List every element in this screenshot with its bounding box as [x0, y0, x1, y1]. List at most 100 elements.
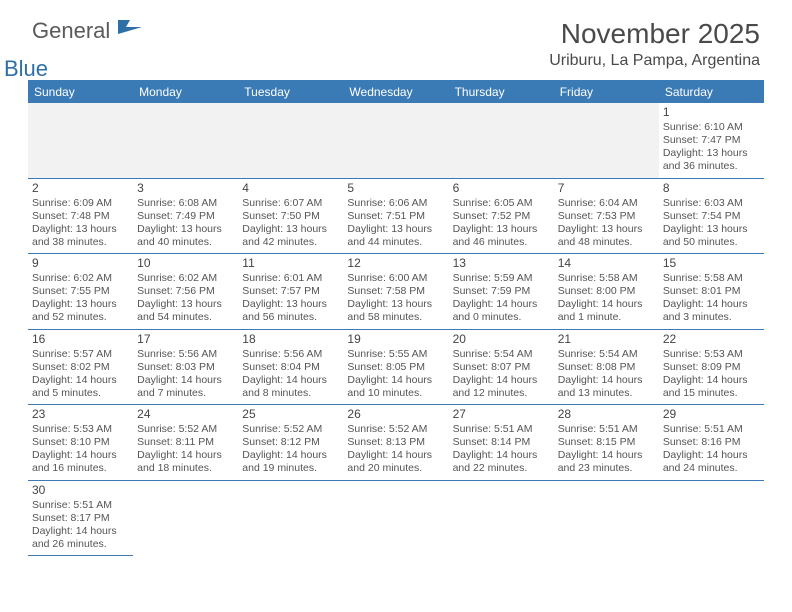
- day-cell: 19Sunrise: 5:55 AMSunset: 8:05 PMDayligh…: [343, 330, 448, 405]
- sunset-text: Sunset: 8:00 PM: [558, 285, 655, 298]
- empty-cell: [28, 103, 133, 178]
- day-cell: 21Sunrise: 5:54 AMSunset: 8:08 PMDayligh…: [554, 330, 659, 405]
- day-header: Thursday: [449, 81, 554, 103]
- daylight-text: Daylight: 14 hours and 12 minutes.: [453, 374, 550, 400]
- empty-cell: [343, 481, 448, 557]
- empty-cell: [659, 481, 764, 557]
- day-number: 29: [663, 407, 760, 422]
- daylight-text: Daylight: 14 hours and 5 minutes.: [32, 374, 129, 400]
- sunrise-text: Sunrise: 5:58 AM: [558, 272, 655, 285]
- sunset-text: Sunset: 8:09 PM: [663, 361, 760, 374]
- empty-cell: [238, 481, 343, 557]
- day-cell: 18Sunrise: 5:56 AMSunset: 8:04 PMDayligh…: [238, 330, 343, 405]
- day-number: 8: [663, 181, 760, 196]
- empty-cell: [343, 103, 448, 178]
- logo-text-general: General: [32, 18, 110, 43]
- daylight-text: Daylight: 14 hours and 23 minutes.: [558, 449, 655, 475]
- sunset-text: Sunset: 7:55 PM: [32, 285, 129, 298]
- sunrise-text: Sunrise: 6:02 AM: [137, 272, 234, 285]
- sunrise-text: Sunrise: 5:55 AM: [347, 348, 444, 361]
- day-header: Sunday: [28, 81, 133, 103]
- empty-cell: [133, 481, 238, 557]
- empty-cell: [449, 481, 554, 557]
- day-number: 7: [558, 181, 655, 196]
- page-header: General Blue November 2025 Uriburu, La P…: [0, 0, 792, 74]
- sunset-text: Sunset: 8:11 PM: [137, 436, 234, 449]
- day-header-row: SundayMondayTuesdayWednesdayThursdayFrid…: [28, 81, 764, 103]
- daylight-text: Daylight: 13 hours and 42 minutes.: [242, 223, 339, 249]
- daylight-text: Daylight: 14 hours and 26 minutes.: [32, 525, 129, 551]
- day-cell: 27Sunrise: 5:51 AMSunset: 8:14 PMDayligh…: [449, 405, 554, 480]
- sunrise-text: Sunrise: 5:59 AM: [453, 272, 550, 285]
- daylight-text: Daylight: 13 hours and 52 minutes.: [32, 298, 129, 324]
- sunrise-text: Sunrise: 5:56 AM: [242, 348, 339, 361]
- day-cell: 10Sunrise: 6:02 AMSunset: 7:56 PMDayligh…: [133, 254, 238, 329]
- day-cell: 2Sunrise: 6:09 AMSunset: 7:48 PMDaylight…: [28, 179, 133, 254]
- day-header: Monday: [133, 81, 238, 103]
- sunrise-text: Sunrise: 6:05 AM: [453, 197, 550, 210]
- day-cell: 28Sunrise: 5:51 AMSunset: 8:15 PMDayligh…: [554, 405, 659, 480]
- sunset-text: Sunset: 7:54 PM: [663, 210, 760, 223]
- sunset-text: Sunset: 7:57 PM: [242, 285, 339, 298]
- daylight-text: Daylight: 14 hours and 10 minutes.: [347, 374, 444, 400]
- month-title: November 2025: [549, 18, 760, 50]
- week-row: 23Sunrise: 5:53 AMSunset: 8:10 PMDayligh…: [28, 405, 764, 481]
- day-cell: 3Sunrise: 6:08 AMSunset: 7:49 PMDaylight…: [133, 179, 238, 254]
- day-number: 16: [32, 332, 129, 347]
- sunset-text: Sunset: 8:05 PM: [347, 361, 444, 374]
- sunrise-text: Sunrise: 5:53 AM: [663, 348, 760, 361]
- day-number: 21: [558, 332, 655, 347]
- day-cell: 13Sunrise: 5:59 AMSunset: 7:59 PMDayligh…: [449, 254, 554, 329]
- sunset-text: Sunset: 8:08 PM: [558, 361, 655, 374]
- sunrise-text: Sunrise: 6:01 AM: [242, 272, 339, 285]
- sunset-text: Sunset: 8:14 PM: [453, 436, 550, 449]
- sunset-text: Sunset: 8:07 PM: [453, 361, 550, 374]
- sunrise-text: Sunrise: 6:10 AM: [663, 121, 760, 134]
- sunrise-text: Sunrise: 5:52 AM: [242, 423, 339, 436]
- day-number: 9: [32, 256, 129, 271]
- sunrise-text: Sunrise: 6:08 AM: [137, 197, 234, 210]
- day-number: 6: [453, 181, 550, 196]
- day-number: 13: [453, 256, 550, 271]
- daylight-text: Daylight: 13 hours and 48 minutes.: [558, 223, 655, 249]
- sunrise-text: Sunrise: 5:51 AM: [453, 423, 550, 436]
- empty-cell: [238, 103, 343, 178]
- day-cell: 24Sunrise: 5:52 AMSunset: 8:11 PMDayligh…: [133, 405, 238, 480]
- daylight-text: Daylight: 13 hours and 58 minutes.: [347, 298, 444, 324]
- calendar: SundayMondayTuesdayWednesdayThursdayFrid…: [28, 80, 764, 556]
- sunrise-text: Sunrise: 6:02 AM: [32, 272, 129, 285]
- sunset-text: Sunset: 8:15 PM: [558, 436, 655, 449]
- day-number: 17: [137, 332, 234, 347]
- logo: General Blue: [32, 18, 144, 70]
- day-number: 14: [558, 256, 655, 271]
- day-cell: 30Sunrise: 5:51 AMSunset: 8:17 PMDayligh…: [28, 481, 133, 557]
- daylight-text: Daylight: 14 hours and 24 minutes.: [663, 449, 760, 475]
- logo-text-blue: Blue: [4, 56, 116, 82]
- sunset-text: Sunset: 7:48 PM: [32, 210, 129, 223]
- sunrise-text: Sunrise: 6:06 AM: [347, 197, 444, 210]
- day-cell: 20Sunrise: 5:54 AMSunset: 8:07 PMDayligh…: [449, 330, 554, 405]
- sunset-text: Sunset: 7:47 PM: [663, 134, 760, 147]
- daylight-text: Daylight: 14 hours and 15 minutes.: [663, 374, 760, 400]
- sunset-text: Sunset: 7:59 PM: [453, 285, 550, 298]
- empty-cell: [554, 481, 659, 557]
- day-cell: 15Sunrise: 5:58 AMSunset: 8:01 PMDayligh…: [659, 254, 764, 329]
- title-block: November 2025 Uriburu, La Pampa, Argenti…: [549, 18, 760, 70]
- day-cell: 29Sunrise: 5:51 AMSunset: 8:16 PMDayligh…: [659, 405, 764, 480]
- sunrise-text: Sunrise: 5:51 AM: [32, 499, 129, 512]
- sunset-text: Sunset: 7:53 PM: [558, 210, 655, 223]
- daylight-text: Daylight: 14 hours and 19 minutes.: [242, 449, 339, 475]
- sunrise-text: Sunrise: 6:00 AM: [347, 272, 444, 285]
- empty-cell: [554, 103, 659, 178]
- day-cell: 25Sunrise: 5:52 AMSunset: 8:12 PMDayligh…: [238, 405, 343, 480]
- daylight-text: Daylight: 14 hours and 22 minutes.: [453, 449, 550, 475]
- day-number: 26: [347, 407, 444, 422]
- day-cell: 4Sunrise: 6:07 AMSunset: 7:50 PMDaylight…: [238, 179, 343, 254]
- day-cell: 23Sunrise: 5:53 AMSunset: 8:10 PMDayligh…: [28, 405, 133, 480]
- day-number: 10: [137, 256, 234, 271]
- day-number: 1: [663, 105, 760, 120]
- day-number: 18: [242, 332, 339, 347]
- sunset-text: Sunset: 7:56 PM: [137, 285, 234, 298]
- sunset-text: Sunset: 8:02 PM: [32, 361, 129, 374]
- day-cell: 1Sunrise: 6:10 AMSunset: 7:47 PMDaylight…: [659, 103, 764, 178]
